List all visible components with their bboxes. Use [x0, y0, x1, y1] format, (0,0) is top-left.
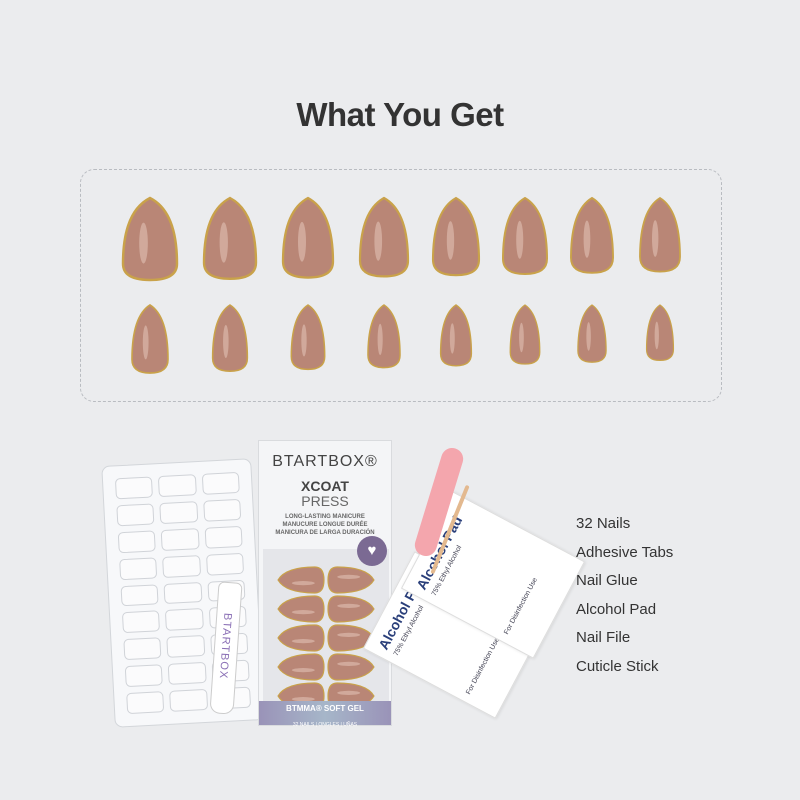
- adhesive-tab: [119, 556, 158, 580]
- pad-use: For Disinfection Use: [465, 636, 501, 696]
- nail: [121, 196, 179, 282]
- adhesive-tab: [201, 471, 240, 495]
- nail: [358, 196, 410, 278]
- adhesive-tab: [204, 525, 243, 549]
- package-tagline: MANICURA DE LARGA DURACIÓN: [275, 530, 375, 536]
- nail: [509, 304, 541, 365]
- package-window: [263, 549, 389, 710]
- package-line2: PRESS: [301, 493, 349, 509]
- nail: [367, 304, 401, 369]
- adhesive-tab: [166, 635, 205, 659]
- adhesive-tab: [205, 552, 245, 576]
- nail: [327, 566, 375, 594]
- nails-tray: [80, 169, 722, 402]
- list-item: 32 Nails: [576, 515, 631, 532]
- adhesive-tab: [158, 474, 197, 497]
- nail: [645, 304, 675, 362]
- nail: [281, 196, 335, 279]
- list-item: Nail File: [576, 629, 631, 647]
- adhesive-tab: [162, 554, 201, 578]
- adhesive-tab: [160, 527, 200, 551]
- adhesive-tab: [120, 583, 159, 607]
- list-item: Cuticle Stick: [576, 657, 659, 675]
- adhesive-tab: [124, 664, 164, 688]
- glue-brand: BTARTBOX: [216, 612, 234, 680]
- list-item: Nail Glue: [576, 572, 638, 590]
- adhesive-tab: [202, 498, 242, 522]
- pad-use: For Disinfection Use: [503, 576, 539, 636]
- nail: [277, 595, 325, 623]
- contents-list: 32 Nails Adhesive Tabs Nail Glue Alcohol…: [576, 510, 673, 682]
- list-item: Alcohol Pad: [576, 600, 657, 618]
- package-tagline: LONG-LASTING MANICURE: [285, 514, 365, 520]
- list-item: Adhesive Tabs: [576, 543, 674, 561]
- nail-package: BTARTBOX® XCOAT PRESS LONG-LASTING MANIC…: [258, 440, 392, 728]
- nail: [327, 624, 375, 652]
- nail: [202, 196, 258, 280]
- nail: [327, 595, 375, 623]
- nail: [577, 304, 607, 363]
- package-brand: BTARTBOX®: [272, 453, 378, 470]
- adhesive-tab: [121, 610, 161, 634]
- adhesive-tab: [116, 503, 155, 527]
- nail: [277, 653, 325, 681]
- nail: [431, 196, 481, 277]
- nail: [570, 196, 614, 274]
- adhesive-tab: [159, 501, 198, 524]
- nail: [211, 304, 249, 372]
- band-title: BTMMA® SOFT GEL: [286, 704, 364, 713]
- nail: [290, 304, 326, 371]
- nail: [277, 624, 325, 652]
- adhesive-tab: [168, 662, 207, 685]
- nail: [277, 566, 325, 594]
- nail: [327, 653, 375, 681]
- adhesive-tab: [123, 637, 162, 661]
- adhesive-tab: [114, 476, 154, 500]
- nail: [131, 304, 169, 374]
- package-band: BTMMA® SOFT GEL 32 NAILS | ONGLES | UÑAS: [259, 701, 391, 728]
- adhesive-tab: [165, 608, 204, 632]
- nail: [501, 196, 549, 276]
- nail: [439, 304, 473, 367]
- nail: [639, 196, 681, 273]
- page-title: What You Get: [296, 96, 504, 133]
- adhesive-tab: [126, 691, 165, 715]
- heart-icon: ♥: [357, 536, 387, 566]
- adhesive-tab: [163, 581, 203, 605]
- package-tagline: MANUCURE LONGUE DURÉE: [282, 522, 368, 528]
- adhesive-tab: [169, 688, 208, 712]
- band-sub: 32 NAILS | ONGLES | UÑAS: [292, 722, 358, 728]
- adhesive-tab: [117, 530, 157, 553]
- package-line1: XCOAT: [301, 478, 349, 494]
